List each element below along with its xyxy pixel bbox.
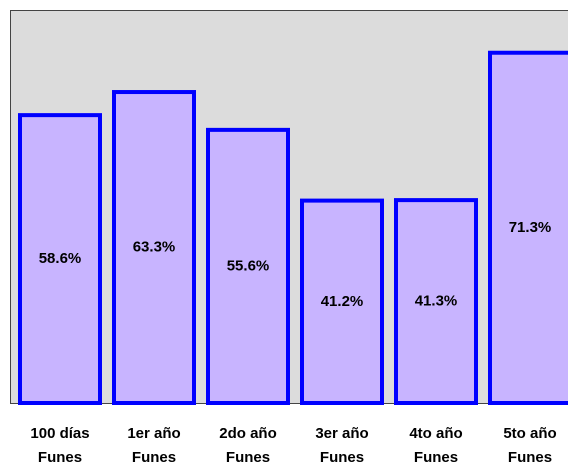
x-tick-label: 5to año Funes	[503, 425, 557, 466]
x-tick-label: 2do año Funes	[219, 425, 277, 466]
value-label: 58.6%	[39, 250, 82, 267]
value-label: 63.3%	[133, 238, 176, 255]
bar	[112, 90, 196, 405]
bar	[394, 198, 478, 405]
x-tick-label: 100 días Funes	[30, 425, 90, 466]
bar	[206, 127, 290, 406]
x-tick-label: 3er año Funes	[315, 425, 369, 466]
value-label: 41.3%	[415, 293, 458, 310]
x-tick-label: 4to año Funes	[409, 425, 463, 466]
value-label: 71.3%	[509, 219, 552, 236]
bar	[488, 50, 568, 406]
value-label: 55.6%	[227, 257, 270, 274]
x-tick-label: 1er año Funes	[127, 425, 181, 466]
bar	[18, 113, 102, 405]
value-label: 41.2%	[321, 293, 364, 310]
bar	[300, 198, 384, 405]
